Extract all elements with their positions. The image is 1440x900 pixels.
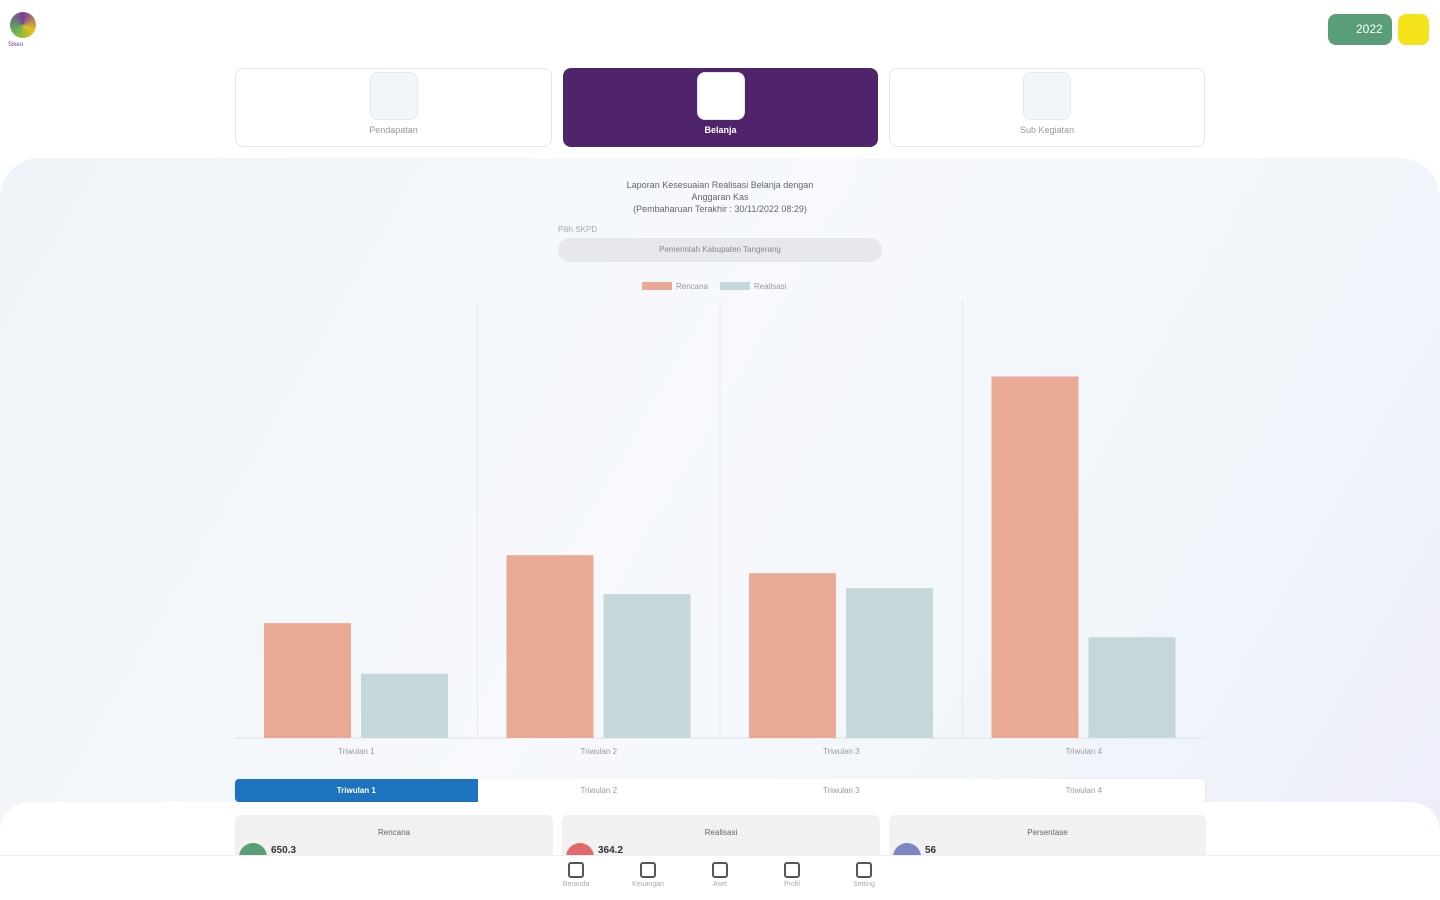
summary-label: Persentase [1027,828,1068,837]
nav-icon [568,862,584,878]
bar [1088,637,1176,738]
nav-icon [712,862,728,878]
nav-icon [784,862,800,878]
chart-title: Laporan Kesesuaian Realisasi Belanja den… [626,180,814,202]
bar [506,555,594,738]
menu-card[interactable]: Sub Kegiatan [889,68,1205,147]
bar [846,588,933,738]
bar [264,623,351,738]
tab-bar: Triwulan 1 Triwulan 2 Triwulan 3 Triwulan 4 [235,779,1205,802]
chart: Rencana Realisasi Triwulan 1 Triwulan 2 Triw… [235,282,1205,756]
nav-item[interactable]: Profil [762,862,822,888]
nav-item[interactable]: Setting [834,862,894,888]
legend-label: Rencana [676,282,709,291]
filter-select[interactable]: Pemerintah Kabupaten Tangerang [558,238,882,262]
summary-value: 364.2 [598,845,624,856]
summary-value: 650.3 [271,845,297,856]
tab[interactable]: Triwulan 1 [235,779,478,802]
menu-card[interactable]: Pendapatan [235,68,552,147]
nav-label: Beranda [562,881,590,888]
menu-card[interactable]: Belanja [563,68,878,147]
filter-label: Pilih SKPD [558,225,598,234]
nav-icon [640,862,656,878]
bar [603,594,691,738]
logo-text: Sikeu [8,42,24,48]
nav-label: Keuangan [632,881,664,888]
summary-label: Rencana [377,828,411,837]
summary-value: 56 [925,845,937,856]
tab[interactable]: Triwulan 3 [822,786,860,795]
menu-label: Belanja [704,125,737,135]
menu-icon [1023,72,1071,120]
menu-label: Pendapatan [369,125,418,135]
menu-label: Sub Kegiatan [1019,125,1075,135]
nav-label: Aset [712,881,727,888]
tab[interactable]: Triwulan 4 [1065,786,1103,795]
nav-item[interactable]: Beranda [546,862,606,888]
legend-label: Realisasi [754,282,787,291]
nav-label: Setting [853,881,875,888]
logo [10,12,36,38]
nav-icon [856,862,872,878]
x-tick-label: Triwulan 4 [1065,747,1102,756]
nav-item[interactable]: Keuangan [618,862,678,888]
legend-swatch [720,282,750,290]
tab[interactable]: Triwulan 2 [580,786,618,795]
bar [991,376,1079,738]
legend-swatch [642,282,672,290]
nav-label: Profil [784,881,800,888]
x-tick-label: Triwulan 2 [580,747,617,756]
nav-item[interactable]: Aset [690,862,750,888]
x-tick-label: Triwulan 1 [338,747,375,756]
menu-icon [369,72,418,120]
x-tick-label: Triwulan 3 [823,747,860,756]
year-button[interactable]: 2022 [1328,14,1392,45]
bar [749,573,836,738]
notification-button[interactable] [1398,14,1429,45]
chart-subtitle: (Pembaharuan Terakhir : 30/11/2022 08:29… [633,204,807,214]
summary-label: Realisasi [704,828,738,837]
bar [361,673,448,738]
menu-icon [696,72,745,120]
